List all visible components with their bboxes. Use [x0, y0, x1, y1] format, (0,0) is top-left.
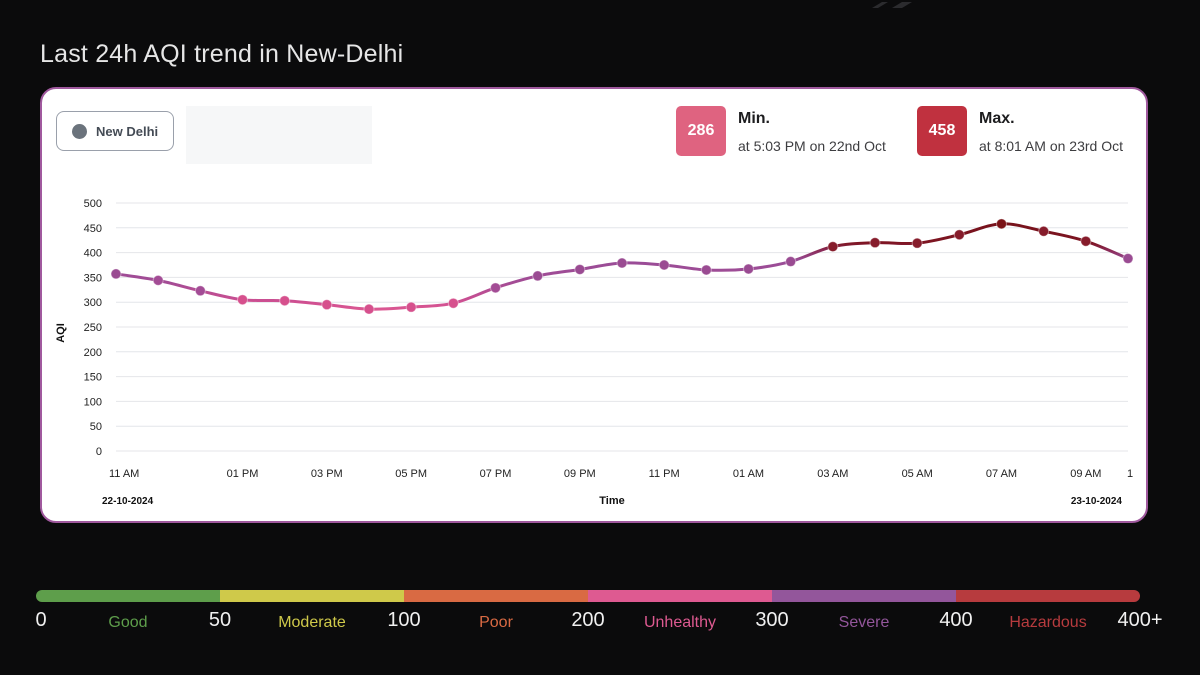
- y-axis-label: AQI: [55, 323, 67, 343]
- y-tick-label: 350: [84, 272, 102, 284]
- y-tick-label: 200: [84, 347, 102, 359]
- scale-segment-hazardous: [956, 590, 1140, 602]
- data-point[interactable]: [447, 297, 459, 309]
- aqi-line-chart: 0 50 100 150 200 250 300 350 400 450 500 11 AM 01 P…: [55, 198, 1134, 507]
- data-point[interactable]: [363, 303, 375, 315]
- scale-number: 400: [939, 609, 973, 631]
- min-detail: at 5:03 PM on 22nd Oct: [738, 138, 886, 154]
- max-detail: at 8:01 AM on 23rd Oct: [979, 138, 1123, 154]
- data-point[interactable]: [658, 259, 670, 271]
- max-stat: 458 Max. at 8:01 AM on 23rd Oct: [917, 106, 1123, 156]
- series-points: [110, 218, 1134, 315]
- legend-dot-icon: [72, 123, 87, 139]
- x-tick-label: 03 PM: [311, 468, 343, 480]
- x-axis-label: Time: [599, 495, 624, 507]
- x-tick-label: 11 PM: [649, 468, 680, 480]
- x-tick-label: 01 AM: [733, 468, 764, 480]
- data-point[interactable]: [1080, 235, 1092, 247]
- data-point[interactable]: [532, 270, 544, 282]
- legend-toggle-button[interactable]: New Delhi: [56, 111, 174, 151]
- scale-number: 0: [35, 609, 47, 631]
- x-tick-label: 01 PM: [227, 468, 259, 480]
- scale-segment-severe: [772, 590, 956, 602]
- scale-segment-unhealthy: [588, 590, 772, 602]
- data-point[interactable]: [827, 241, 839, 253]
- corner-decoration-icon: [872, 2, 912, 8]
- data-point[interactable]: [152, 274, 164, 286]
- y-tick-label: 500: [84, 198, 102, 210]
- data-point[interactable]: [574, 263, 586, 275]
- scale-category-good: Good: [108, 614, 148, 631]
- data-point[interactable]: [321, 299, 333, 311]
- data-point[interactable]: [237, 294, 248, 306]
- max-value-badge: 458: [917, 106, 967, 156]
- chart-card: New Delhi 286 Min. at 5:03 PM on 22nd Oc…: [40, 87, 1148, 523]
- placeholder-panel: [186, 106, 372, 164]
- page-title: Last 24h AQI trend in New-Delhi: [40, 40, 404, 68]
- min-value-badge: 286: [676, 106, 726, 156]
- scale-number: 200: [571, 609, 605, 631]
- x-tick-label: 09 AM: [1070, 468, 1101, 480]
- legend-label: New Delhi: [96, 123, 159, 139]
- scale-category-poor: Poor: [479, 614, 513, 631]
- data-point[interactable]: [743, 263, 754, 275]
- scale-category-moderate: Moderate: [278, 614, 346, 631]
- y-tick-label: 300: [84, 297, 102, 309]
- scale-category-unhealthy: Unhealthy: [643, 614, 717, 631]
- scale-number: 300: [755, 609, 789, 631]
- data-point[interactable]: [996, 218, 1007, 230]
- data-point[interactable]: [953, 229, 965, 241]
- x-tick-label: 05 AM: [902, 468, 933, 480]
- x-tick-label: 1: [1127, 468, 1133, 480]
- min-label: Min.: [738, 110, 770, 127]
- x-tick-label: 03 AM: [817, 468, 848, 480]
- y-tick-label: 400: [84, 248, 102, 260]
- scale-category-severe: Severe: [838, 614, 890, 631]
- data-point[interactable]: [911, 237, 923, 249]
- start-date-label: 22-10-2024: [102, 496, 154, 507]
- x-axis-ticks: 11 AM 01 PM 03 PM 05 PM 07 PM 09 PM 11 PM 01 AM…: [109, 468, 1133, 480]
- scale-segment-poor: [404, 590, 588, 602]
- data-point[interactable]: [616, 257, 628, 269]
- y-tick-label: 450: [84, 223, 102, 235]
- y-tick-label: 100: [84, 396, 102, 408]
- data-point[interactable]: [785, 256, 797, 268]
- y-axis-ticks: 0 50 100 150 200 250 300 350 400 450 500: [84, 198, 102, 458]
- min-stat: 286 Min. at 5:03 PM on 22nd Oct: [676, 106, 886, 156]
- data-point[interactable]: [1038, 225, 1050, 237]
- x-tick-label: 07 AM: [986, 468, 1017, 480]
- scale-number: 100: [387, 609, 421, 631]
- scale-number: 50: [208, 609, 232, 631]
- y-tick-label: 50: [90, 421, 102, 433]
- data-point[interactable]: [490, 282, 501, 294]
- y-tick-label: 250: [84, 322, 102, 334]
- aqi-color-scale: [36, 590, 1140, 602]
- data-point[interactable]: [405, 301, 417, 313]
- data-point[interactable]: [1122, 253, 1134, 265]
- data-point[interactable]: [110, 268, 122, 280]
- scale-category-hazardous: Hazardous: [1009, 614, 1087, 631]
- y-tick-label: 0: [96, 446, 102, 458]
- x-tick-label: 05 PM: [395, 468, 427, 480]
- data-point[interactable]: [194, 285, 206, 297]
- max-label: Max.: [979, 110, 1015, 127]
- grid-lines: [116, 202, 1128, 452]
- y-tick-label: 150: [84, 372, 102, 384]
- x-tick-label: 09 PM: [564, 468, 596, 480]
- x-tick-label: 11 AM: [109, 468, 139, 480]
- end-date-label: 23-10-2024: [1071, 496, 1123, 507]
- data-point[interactable]: [279, 295, 291, 307]
- scale-segment-good: [36, 590, 220, 602]
- data-point[interactable]: [700, 264, 712, 276]
- scale-segment-moderate: [220, 590, 404, 602]
- x-tick-label: 07 PM: [480, 468, 512, 480]
- data-point[interactable]: [869, 237, 881, 249]
- scale-number: 400+: [1117, 609, 1163, 631]
